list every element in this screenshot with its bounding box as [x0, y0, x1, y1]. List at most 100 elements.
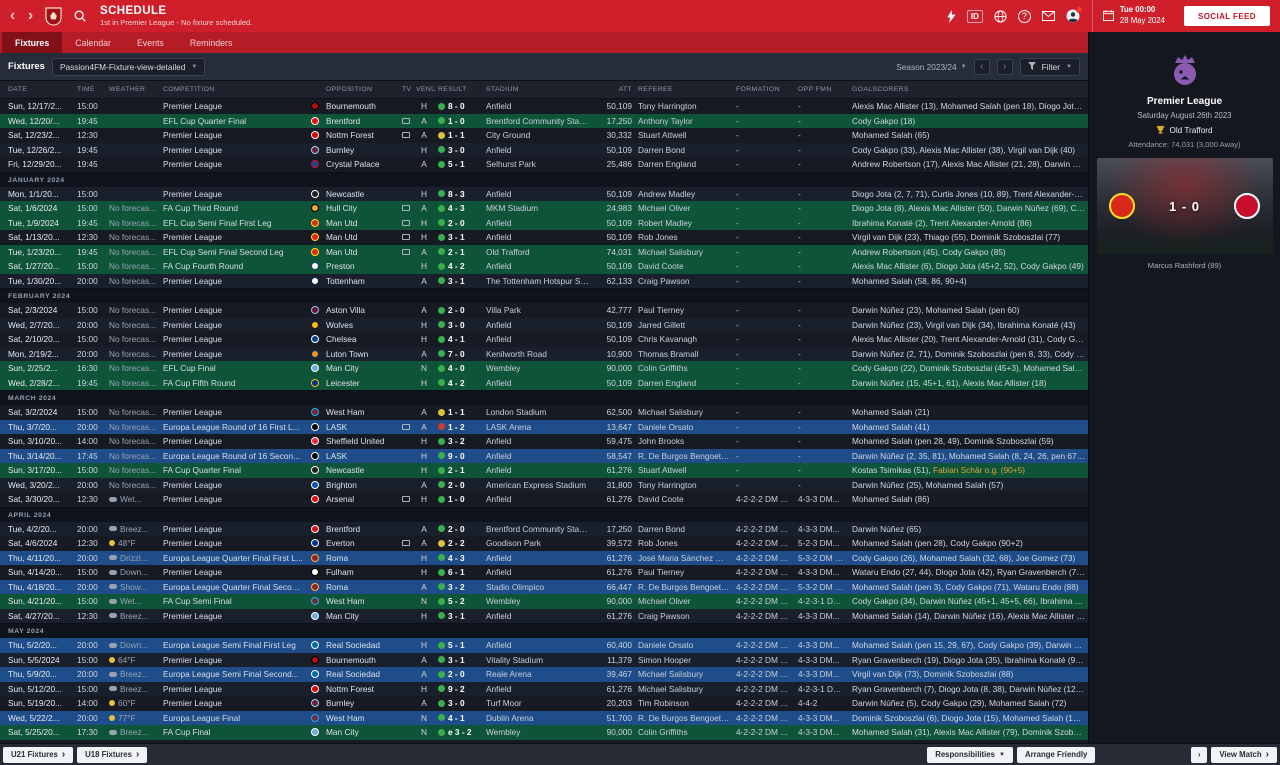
result-indicator [438, 539, 445, 547]
next-button[interactable]: › [1191, 746, 1208, 763]
column-header[interactable]: TIME [77, 86, 95, 93]
match-panel[interactable]: 1 - 0 [1096, 158, 1273, 254]
fixture-competition: Europa League Semi Final Second... [163, 669, 299, 679]
next-season-button[interactable]: › [996, 58, 1013, 75]
responsibilities-button[interactable]: Responsibilities ▼ [927, 746, 1013, 763]
fixture-row[interactable]: Sat, 2/10/20... 15:00 No forecas... Premier… [0, 332, 1088, 347]
fixture-competition: EFL Cup Final [163, 363, 216, 373]
globe-icon[interactable] [994, 9, 1007, 23]
column-header[interactable]: TV [402, 86, 412, 93]
fixture-row[interactable]: Sun, 4/21/20... 15:00 Wet... FA Cup Semi Fi… [0, 594, 1088, 609]
fixture-row[interactable]: Sun, 5/19/20... 14:00 60°F Premier League Bu… [0, 696, 1088, 711]
previous-season-button[interactable]: ‹ [973, 58, 990, 75]
fixture-competition: FA Cup Fifth Round [163, 377, 236, 388]
club-crest-icon[interactable] [45, 6, 62, 26]
tab-calendar[interactable]: Calendar [75, 37, 111, 48]
tab-fixtures[interactable]: Fixtures [2, 32, 63, 53]
club-crest-icon [310, 568, 319, 577]
season-dropdown[interactable]: Season 2023/24 ▼ [896, 62, 966, 72]
lightning-icon[interactable] [947, 9, 956, 23]
fixture-row[interactable]: Sat, 5/25/20... 17:30 Breez... FA Cup Final… [0, 725, 1088, 740]
game-date[interactable]: Tue 00:00 28 May 2024 [1091, 0, 1175, 32]
profile-icon[interactable] [1066, 6, 1083, 23]
fixture-time: 16:30 [77, 363, 98, 373]
column-header[interactable]: OPP FMN [798, 86, 832, 93]
fixture-row[interactable]: Thu, 5/9/20... 20:00 Breez... Europa League… [0, 667, 1088, 682]
fixture-row[interactable]: Wed, 12/20/... 19:45 EFL Cup Quarter Final… [0, 113, 1088, 128]
arrange-friendly-button[interactable]: Arrange Friendly [1016, 746, 1096, 763]
club-crest-cell [306, 247, 323, 256]
fixture-time: 20:00 [77, 581, 98, 592]
fixture-row[interactable]: Sun, 3/17/20... 15:00 No forecas... FA Cup … [0, 463, 1088, 478]
view-match-button[interactable]: View Match › [1211, 746, 1277, 763]
u21-fixtures-button[interactable]: U21 Fixtures › [3, 746, 74, 763]
fixture-row[interactable]: Sun, 5/5/2024 15:00 64°F Premier League Bour… [0, 652, 1088, 667]
fixture-row[interactable]: Sat, 3/2/2024 15:00 No forecas... Premier L… [0, 405, 1088, 420]
fixture-row[interactable]: Sat, 3/30/20... 12:30 Wet... Premier League… [0, 492, 1088, 507]
club-crest-cell [306, 378, 323, 387]
fixture-time: 17:30 [77, 727, 98, 737]
fixture-row[interactable]: Sun, 12/17/2... 15:00 Premier League Bourne… [0, 99, 1088, 114]
u18-fixtures-button[interactable]: U18 Fixtures › [77, 746, 148, 763]
search-icon[interactable] [73, 9, 87, 23]
column-header[interactable]: FORMATION [736, 86, 780, 93]
back-button[interactable]: ‹ [9, 7, 16, 24]
fixture-row[interactable]: Sun, 4/14/20... 15:00 Down... Premier Leagu… [0, 565, 1088, 580]
fixture-row[interactable]: Tue, 1/9/2024 19:45 No forecas... EFL Cup S… [0, 215, 1088, 230]
column-header[interactable]: REFEREE [638, 86, 673, 93]
fixture-row[interactable]: Thu, 3/7/20... 20:00 No forecas... Europa L… [0, 419, 1088, 434]
column-header[interactable]: GOALSCORERS [852, 86, 909, 93]
fixture-row[interactable]: Mon, 2/19/2... 20:00 No forecas... Premier … [0, 346, 1088, 361]
column-header[interactable]: ATT [618, 86, 632, 93]
fixture-result: 2 - 2 [435, 536, 483, 551]
fixture-row[interactable]: Sat, 1/27/20... 15:00 No forecas... FA Cup … [0, 259, 1088, 274]
fixture-row[interactable]: Thu, 4/11/20... 20:00 Drizzl... Europa Leag… [0, 550, 1088, 565]
social-feed-button[interactable]: SOCIAL FEED [1183, 6, 1270, 26]
id-badge[interactable]: ID [966, 9, 983, 23]
fixture-competition: Premier League [163, 144, 223, 155]
forward-button[interactable]: › [27, 7, 34, 24]
fixture-row[interactable]: Sat, 2/3/2024 15:00 No forecas... Premier L… [0, 303, 1088, 318]
column-header[interactable]: VENUE [416, 86, 435, 93]
fixture-row[interactable]: Mon, 1/1/20... 15:00 Premier League Newcast… [0, 186, 1088, 201]
fixture-row[interactable]: Fri, 12/29/20... 19:45 Premier League Cryst… [0, 157, 1088, 172]
column-header[interactable]: RESULT [438, 86, 467, 93]
column-header[interactable]: COMPETITION [163, 86, 215, 93]
fixture-row[interactable]: Sun, 2/25/2... 16:30 No forecas... EFL Cup … [0, 361, 1088, 376]
fixture-row[interactable]: Sat, 4/6/2024 12:30 48°F Premier League Ever… [0, 536, 1088, 551]
view-dropdown[interactable]: Passion4FM-Fixture-view-detailed ▼ [51, 57, 206, 76]
fixture-row[interactable]: Tue, 1/30/20... 20:00 No forecas... Premier… [0, 273, 1088, 288]
fixture-row[interactable]: Thu, 4/18/20... 20:00 Show... Europa League… [0, 579, 1088, 594]
fixture-row[interactable]: Wed, 3/20/2... 20:00 No forecas... Premier … [0, 477, 1088, 492]
fixture-stadium: Anfield [486, 567, 512, 577]
help-icon[interactable]: ? [1017, 9, 1031, 23]
tab-events[interactable]: Events [136, 37, 164, 48]
filter-button[interactable]: Filter ▼ [1019, 57, 1080, 76]
column-header[interactable]: OPPOSITION [326, 86, 373, 93]
column-header[interactable]: WEATHER [109, 86, 146, 93]
fixture-attendance: 61,276 [606, 465, 632, 475]
inbox-icon[interactable] [1041, 11, 1055, 21]
fixture-row[interactable]: Tue, 4/2/20... 20:00 Breez... Premier Leagu… [0, 521, 1088, 536]
fixture-row[interactable]: Tue, 1/23/20... 19:45 No forecas... EFL Cup… [0, 244, 1088, 259]
fixture-row[interactable]: Sat, 4/27/20... 12:30 Breez... Premier Leag… [0, 608, 1088, 623]
tab-reminders[interactable]: Reminders [189, 37, 233, 48]
fixture-row[interactable]: Sun, 5/12/20... 15:00 Breez... Premier Leag… [0, 681, 1088, 696]
club-crest-cell [306, 349, 323, 358]
fixture-row[interactable]: Wed, 2/28/2... 19:45 No forecas... FA Cup F… [0, 375, 1088, 390]
fixture-goalscorers: Mohamed Salah (21) [852, 407, 930, 417]
column-header[interactable]: STADIUM [486, 86, 519, 93]
fixture-formation: - [736, 232, 739, 242]
fixture-row[interactable]: Thu, 5/2/20... 20:00 Down... Europa League … [0, 638, 1088, 653]
fixture-row[interactable]: Tue, 12/26/2... 19:45 Premier League Burnle… [0, 142, 1088, 157]
fixture-row[interactable]: Sat, 1/6/2024 15:00 No forecas... FA Cup Th… [0, 201, 1088, 216]
tv-cell [399, 423, 413, 430]
fixture-row[interactable]: Wed, 5/22/2... 20:00 77°F Europa League Fin… [0, 710, 1088, 725]
fixture-venue: H [421, 640, 427, 650]
fixture-row[interactable]: Wed, 2/7/20... 20:00 No forecas... Premier … [0, 317, 1088, 332]
fixture-row[interactable]: Sun, 3/10/20... 14:00 No forecas... Premier… [0, 434, 1088, 449]
fixture-row[interactable]: Thu, 3/14/20... 17:45 No forecas... Europa … [0, 448, 1088, 463]
fixture-row[interactable]: Sat, 1/13/20... 12:30 No forecas... Premier… [0, 230, 1088, 245]
fixture-row[interactable]: Sat, 12/23/2... 12:30 Premier League Nottm … [0, 128, 1088, 143]
column-header[interactable]: DATE [8, 86, 28, 93]
